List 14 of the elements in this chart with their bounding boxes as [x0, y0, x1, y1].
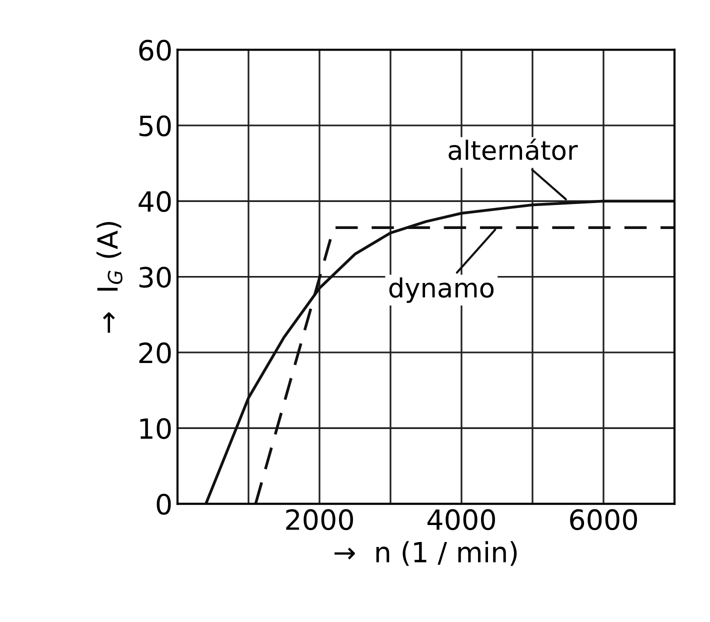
y-tick-label: 10 [140, 418, 171, 440]
y-axis-title: → I$_{G}$ (A) [96, 222, 122, 333]
annotation: alternátor [448, 138, 578, 160]
x-tick-label: 6000 [570, 509, 637, 530]
x-axis-title: → n (1 / min) [334, 541, 517, 566]
y-tick-label: 30 [139, 266, 171, 288]
x-tick-label: 4000 [428, 509, 495, 530]
y-tick-label: 50 [139, 115, 171, 136]
y-tick-label: 0 [156, 494, 171, 515]
y-tick-label: 60 [139, 40, 171, 61]
y-tick-label: 40 [138, 191, 171, 212]
annotation: dynamo [389, 277, 494, 303]
x-tick-label: 2000 [286, 509, 353, 530]
y-tick-label: 20 [139, 342, 171, 364]
